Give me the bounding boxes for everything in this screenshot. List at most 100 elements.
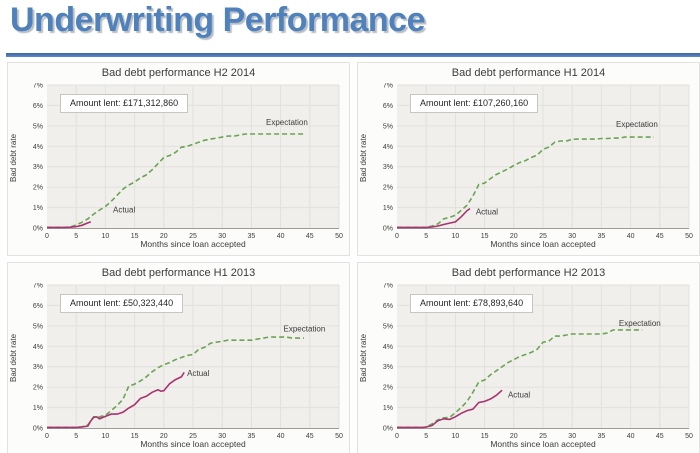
- y-tick-label: 5%: [33, 123, 43, 130]
- y-tick-label: 1%: [383, 405, 393, 412]
- chart-grid: Bad debt performance H2 2014 0% 1% 2% 3% 4% 5…: [7, 62, 700, 453]
- series-label-actual: Actual: [113, 206, 135, 215]
- y-axis-title: Bad debt rate: [359, 133, 368, 183]
- chart-panel-h1-2014: Bad debt performance H1 2014 0% 1% 2% 3% 4% 5…: [357, 62, 700, 256]
- series-expectation-line: [397, 136, 654, 229]
- y-tick-label: 0%: [383, 426, 393, 433]
- y-tick-label: 6%: [33, 103, 43, 110]
- x-tick-label: 5: [74, 433, 78, 440]
- y-tick-label: 4%: [383, 144, 393, 151]
- y-tick-label: 0%: [383, 226, 393, 233]
- y-tick-label: 1%: [383, 205, 393, 212]
- x-tick-label: 20: [510, 433, 518, 440]
- series-actual-line: [47, 371, 185, 429]
- x-axis-title: Months since loan accepted: [490, 239, 596, 249]
- y-tick-label: 5%: [383, 123, 393, 130]
- x-tick-label: 15: [131, 233, 139, 240]
- series-label-expectation: Expectation: [619, 319, 661, 328]
- y-tick-label: 3%: [383, 164, 393, 171]
- x-tick-label: 25: [539, 433, 547, 440]
- x-tick-label: 50: [335, 233, 343, 240]
- y-tick-label: 6%: [383, 303, 393, 310]
- y-tick-label: 7%: [33, 83, 43, 90]
- series-label-actual: Actual: [187, 369, 209, 378]
- y-tick-label: 5%: [383, 323, 393, 330]
- y-tick-label: 7%: [33, 283, 43, 290]
- x-tick-label: 0: [395, 433, 399, 440]
- y-tick-label: 6%: [33, 303, 43, 310]
- y-tick-label: 5%: [33, 323, 43, 330]
- x-tick-label: 20: [160, 433, 168, 440]
- x-tick-label: 0: [45, 233, 49, 240]
- series-expectation-line: [397, 329, 643, 429]
- y-tick-label: 6%: [383, 103, 393, 110]
- chart-panel-h2-2013: Bad debt performance H2 2013 0% 1% 2% 3% 4% 5…: [357, 262, 700, 453]
- y-tick-label: 3%: [33, 364, 43, 371]
- series-label-expectation: Expectation: [284, 325, 326, 334]
- y-tick-label: 7%: [383, 283, 393, 290]
- x-tick-label: 10: [102, 433, 110, 440]
- page-title: Underwriting Performance: [10, 1, 425, 39]
- series-label-actual: Actual: [508, 390, 530, 399]
- y-tick-label: 1%: [33, 405, 43, 412]
- x-tick-label: 30: [568, 233, 576, 240]
- x-tick-label: 40: [627, 433, 635, 440]
- y-axis-title: Bad debt rate: [359, 333, 368, 383]
- x-tick-label: 40: [627, 233, 635, 240]
- x-tick-label: 5: [424, 433, 428, 440]
- series-actual-line: [397, 389, 503, 429]
- series-label-actual: Actual: [476, 208, 498, 217]
- series-label-expectation: Expectation: [616, 120, 658, 129]
- x-tick-label: 10: [452, 433, 460, 440]
- y-tick-label: 4%: [33, 344, 43, 351]
- x-tick-label: 10: [452, 233, 460, 240]
- chart-plot: 0% 1% 2% 3% 4% 5% 6% 7% 0 5 10 15 20 25 30 35 40 45 50 Actu…: [33, 83, 343, 240]
- y-tick-label: 3%: [33, 164, 43, 171]
- x-axis-title: Months since loan accepted: [140, 239, 246, 249]
- title-underline: [6, 53, 700, 57]
- x-tick-label: 25: [539, 233, 547, 240]
- x-tick-label: 50: [685, 433, 693, 440]
- amount-lent-label: Amount lent: £107,260,160: [410, 94, 539, 113]
- amount-lent-label: Amount lent: £78,893,640: [410, 294, 534, 313]
- y-tick-label: 0%: [33, 426, 43, 433]
- y-tick-label: 0%: [33, 226, 43, 233]
- x-tick-label: 0: [395, 233, 399, 240]
- x-tick-label: 40: [277, 433, 285, 440]
- x-tick-label: 45: [656, 233, 664, 240]
- x-tick-label: 30: [218, 433, 226, 440]
- y-tick-label: 3%: [383, 364, 393, 371]
- x-tick-label: 45: [656, 433, 664, 440]
- x-tick-label: 35: [598, 233, 606, 240]
- chart-title: Bad debt performance H1 2013: [101, 267, 256, 279]
- x-tick-label: 30: [568, 433, 576, 440]
- y-tick-label: 4%: [383, 344, 393, 351]
- series-label-expectation: Expectation: [266, 118, 308, 127]
- x-tick-label: 25: [189, 233, 197, 240]
- x-tick-label: 0: [45, 433, 49, 440]
- x-tick-label: 15: [481, 433, 489, 440]
- series-actual-line: [397, 207, 471, 229]
- x-tick-label: 45: [306, 433, 314, 440]
- y-tick-label: 2%: [383, 385, 393, 392]
- amount-lent-label: Amount lent: £171,312,860: [60, 94, 189, 113]
- x-tick-label: 50: [685, 233, 693, 240]
- x-tick-label: 35: [248, 433, 256, 440]
- y-tick-label: 2%: [383, 185, 393, 192]
- y-tick-label: 1%: [33, 205, 43, 212]
- chart-title: Bad debt performance H2 2013: [451, 267, 606, 279]
- x-axis-title: Months since loan accepted: [490, 439, 596, 449]
- x-tick-label: 35: [248, 233, 256, 240]
- x-tick-label: 25: [189, 433, 197, 440]
- x-tick-label: 10: [102, 233, 110, 240]
- x-tick-label: 5: [74, 233, 78, 240]
- amount-lent-label: Amount lent: £50,323,440: [60, 294, 184, 313]
- x-tick-label: 35: [598, 433, 606, 440]
- series-actual-line: [47, 221, 92, 229]
- x-tick-label: 15: [481, 233, 489, 240]
- y-axis-title: Bad debt rate: [9, 133, 18, 183]
- x-tick-label: 20: [160, 233, 168, 240]
- chart-panel-h1-2013: Bad debt performance H1 2013 0% 1% 2% 3% 4% 5…: [7, 262, 350, 453]
- x-tick-label: 40: [277, 233, 285, 240]
- chart-title: Bad debt performance H1 2014: [451, 67, 606, 79]
